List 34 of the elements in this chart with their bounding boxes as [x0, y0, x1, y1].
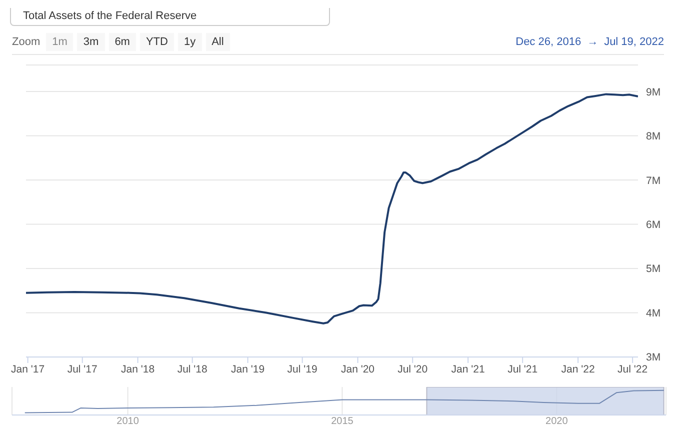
text: 1m [46, 33, 74, 51]
text: 1y [178, 33, 202, 51]
x-tick-label: Jan '17 [11, 363, 45, 376]
y-tick-label: 5M [646, 263, 661, 276]
text: → [587, 36, 598, 48]
y-tick-label: 7M [646, 174, 661, 187]
y-tick-label: 9M [646, 86, 661, 98]
y-tick-label: 8M [646, 130, 661, 143]
x-tick-label: Jan '18 [121, 363, 155, 376]
y-tick-label: 3M [646, 352, 661, 364]
x-tick-label: Jan '21 [451, 363, 485, 376]
x-tick-label: Jan '22 [561, 363, 595, 376]
x-tick-label: Jan '19 [231, 363, 265, 376]
y-tick-label: 6M [646, 219, 661, 231]
text: YTD [140, 33, 174, 51]
x-tick-label: Jul '18 [177, 363, 208, 376]
text: Jul 19, 2022 [604, 36, 664, 48]
x-tick-label: Jan '20 [341, 363, 375, 376]
text: Dec 26, 2016 [516, 36, 582, 48]
x-tick-label: 2020 [546, 416, 568, 428]
x-tick-label: Jul '20 [398, 363, 428, 376]
line-series [26, 93, 638, 324]
text: All [206, 33, 230, 51]
x-tick-label: Jul '21 [508, 363, 538, 376]
x-tick-label: Jul '22 [618, 363, 648, 376]
x-tick-label: Jul '19 [287, 363, 318, 376]
y-tick-label: 4M [646, 307, 661, 320]
text: Zoom [12, 36, 40, 48]
x-tick-label: 2010 [116, 416, 140, 428]
text: 3m [77, 33, 105, 51]
text: 6m [108, 33, 136, 51]
x-tick-label: Jul '17 [67, 363, 98, 376]
chart-title: Total Assets of the Federal Reserve [10, 8, 330, 26]
x-tick-label: 2015 [331, 416, 354, 428]
